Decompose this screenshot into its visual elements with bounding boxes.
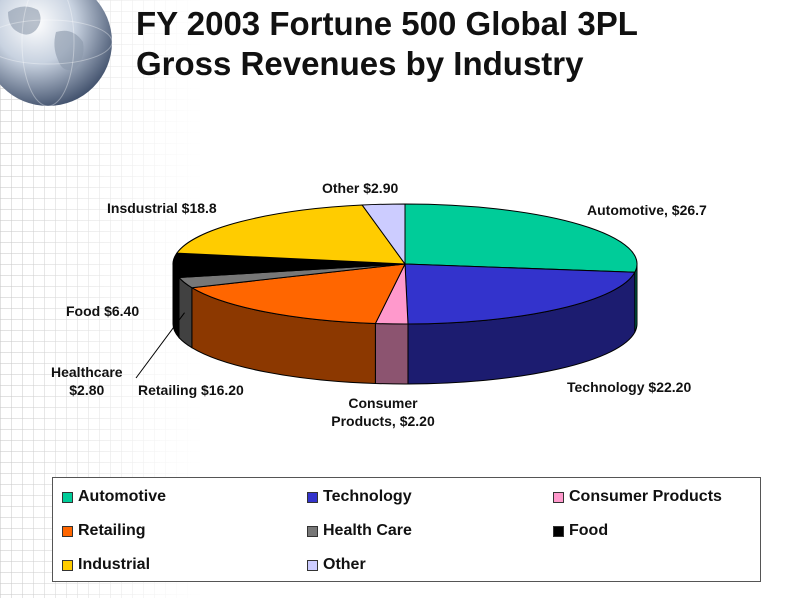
- legend-swatch: [62, 525, 73, 537]
- legend-label: Other: [323, 556, 366, 573]
- data-label-other: Other $2.90: [322, 180, 399, 196]
- legend-label: Industrial: [78, 556, 151, 573]
- healthcare-label-line-1: Healthcare: [51, 364, 123, 380]
- legend-label: Technology: [323, 488, 412, 505]
- pie-slice-other: [361, 203, 406, 266]
- legend-swatch: [62, 491, 73, 503]
- data-label-technology: Technology $22.20: [567, 379, 692, 395]
- legend-item-technology: Technology: [307, 488, 412, 506]
- legend-item-food: Food: [553, 522, 608, 540]
- data-label-healthcare: Healthcare $2.80: [51, 363, 123, 399]
- pie-slice-retailing: [190, 263, 406, 325]
- pie-tops: [172, 203, 638, 325]
- legend-swatch: [553, 491, 564, 503]
- pie-side-consumer-products: [374, 322, 409, 385]
- globe-icon: [0, 0, 113, 107]
- pie-slice-technology: [404, 263, 636, 325]
- legend-swatch: [307, 491, 318, 503]
- pie-side-health-care: [178, 276, 193, 349]
- legend-item-automotive: Automotive: [62, 488, 166, 506]
- data-label-industrial: Insdustrial $18.8: [107, 200, 217, 216]
- chart-legend: Automotive Technology Consumer Products …: [52, 477, 761, 582]
- legend-item-health-care: Health Care: [307, 522, 412, 540]
- legend-item-other: Other: [307, 556, 366, 574]
- page-title: FY 2003 Fortune 500 Global 3PL Gross Rev…: [136, 4, 786, 84]
- legend-swatch: [307, 559, 318, 571]
- data-label-consumer-products: Consumer Products, $2.20: [323, 394, 443, 430]
- title-line-1: FY 2003 Fortune 500 Global 3PL: [136, 5, 638, 42]
- pie-sides: [172, 263, 638, 385]
- title-line-2: Gross Revenues by Industry: [136, 45, 584, 82]
- legend-swatch: [553, 525, 564, 537]
- legend-label: Consumer Products: [569, 488, 722, 505]
- pie-slice-industrial: [175, 204, 407, 265]
- consumer-label-line-2: Products, $2.20: [331, 413, 435, 429]
- legend-label: Health Care: [323, 522, 412, 539]
- consumer-label-line-1: Consumer: [348, 395, 418, 411]
- legend-swatch: [307, 525, 318, 537]
- legend-label: Automotive: [78, 488, 166, 505]
- legend-item-retailing: Retailing: [62, 522, 146, 540]
- legend-label: Food: [569, 522, 609, 539]
- legend-item-industrial: Industrial: [62, 556, 150, 574]
- legend-label: Retailing: [78, 522, 146, 539]
- legend-item-consumer-products: Consumer Products: [553, 488, 722, 506]
- healthcare-leader-line: [135, 312, 185, 379]
- legend-swatch: [62, 559, 73, 571]
- data-label-food: Food $6.40: [66, 303, 140, 319]
- healthcare-label-line-2: $2.80: [69, 382, 105, 398]
- pie-slice-automotive: [404, 203, 638, 273]
- data-label-automotive: Automotive, $26.7: [587, 202, 707, 218]
- data-label-retailing: Retailing $16.20: [138, 382, 244, 398]
